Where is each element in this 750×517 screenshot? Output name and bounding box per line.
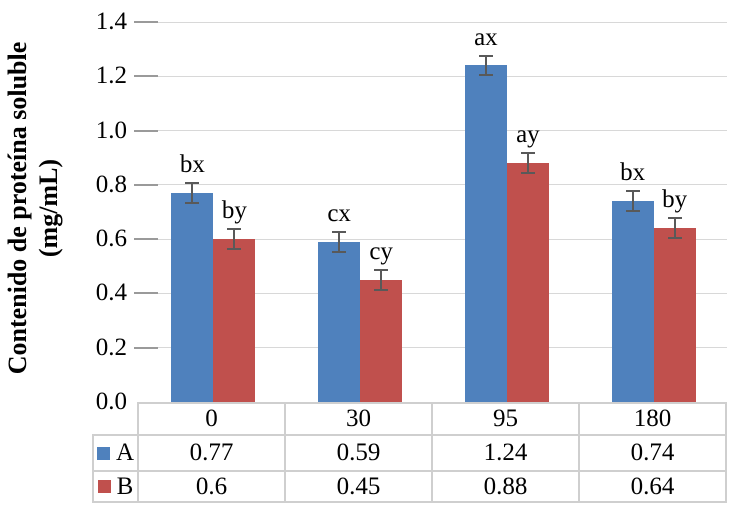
table-category-header: 95 bbox=[433, 402, 580, 436]
gridline bbox=[140, 347, 727, 349]
error-bar-line bbox=[191, 182, 194, 204]
gridline bbox=[140, 292, 727, 294]
table-category-header: 30 bbox=[286, 402, 433, 436]
error-bar bbox=[374, 269, 389, 291]
error-bar-bottom-cap bbox=[520, 171, 535, 174]
error-bar bbox=[185, 182, 200, 204]
error-bar-bottom-cap bbox=[625, 209, 640, 212]
table-category-header: 180 bbox=[580, 402, 727, 436]
table-value-A-95: 1.24 bbox=[433, 436, 580, 472]
bar-B-180 bbox=[653, 228, 696, 402]
y-tick-label: 0.6 bbox=[95, 225, 127, 253]
y-tick-label: 1.4 bbox=[95, 8, 127, 35]
error-bar-line bbox=[233, 228, 236, 250]
bar-B-0 bbox=[213, 239, 256, 402]
legend-label-B: B bbox=[116, 472, 134, 500]
error-bar bbox=[625, 190, 640, 212]
error-bar-line bbox=[338, 231, 341, 253]
legend-swatch-A bbox=[96, 446, 110, 460]
bar-significance-label: by bbox=[662, 186, 688, 214]
y-tick-label: 0.0 bbox=[95, 388, 127, 415]
bar-significance-label: ax bbox=[474, 23, 498, 51]
gridline bbox=[140, 75, 727, 77]
table-value-A-0: 0.77 bbox=[139, 436, 286, 472]
error-bar-bottom-cap bbox=[478, 74, 493, 77]
y-tick-label: 0.8 bbox=[95, 170, 127, 198]
error-bar-bottom-cap bbox=[374, 288, 389, 291]
error-bar bbox=[227, 228, 242, 250]
plot-area: bx cx ax bx by cy ay by bbox=[134, 21, 727, 402]
y-axis-tick bbox=[134, 183, 158, 186]
bar-B-95 bbox=[506, 163, 549, 402]
y-axis-tick bbox=[134, 346, 158, 349]
error-bar-line bbox=[631, 190, 634, 212]
error-bar bbox=[332, 231, 347, 253]
bar-A-30 bbox=[318, 241, 361, 402]
y-tick-label: 1.0 bbox=[95, 116, 127, 144]
error-bar bbox=[478, 54, 493, 77]
legend-cell-A: A bbox=[92, 436, 139, 472]
gridline bbox=[140, 238, 727, 240]
y-axis-tick bbox=[134, 129, 158, 132]
bar-significance-label: bx bbox=[179, 151, 205, 179]
table-corner-cell bbox=[92, 402, 139, 436]
error-bar bbox=[520, 152, 535, 174]
legend-label-A: A bbox=[115, 439, 135, 466]
gridline bbox=[140, 184, 727, 186]
bar-A-95 bbox=[464, 65, 507, 402]
y-tick-label: 0.2 bbox=[95, 333, 127, 361]
table-value-B-180: 0.64 bbox=[580, 472, 727, 503]
table-value-B-30: 0.45 bbox=[286, 472, 433, 503]
legend-cell-B: B bbox=[92, 472, 139, 503]
error-bar-bottom-cap bbox=[332, 250, 347, 253]
y-tick-label: 1.2 bbox=[95, 62, 127, 90]
bar-significance-label: cy bbox=[369, 238, 393, 265]
bar-significance-label: by bbox=[221, 197, 247, 225]
y-axis-tick bbox=[134, 238, 158, 241]
y-tick-label: 0.4 bbox=[95, 279, 127, 307]
y-axis-tick bbox=[134, 21, 158, 23]
bar-significance-label: ay bbox=[516, 121, 540, 149]
table-category-header: 0 bbox=[139, 402, 286, 436]
error-bar-bottom-cap bbox=[227, 247, 242, 250]
gridline bbox=[140, 21, 727, 23]
error-bar-bottom-cap bbox=[185, 201, 200, 204]
y-axis-tick bbox=[134, 75, 158, 78]
bar-A-180 bbox=[611, 201, 654, 402]
legend-swatch-B bbox=[97, 480, 111, 493]
bar-significance-label: cx bbox=[327, 200, 351, 227]
error-bar-bottom-cap bbox=[667, 237, 682, 240]
y-axis-tick bbox=[134, 292, 158, 295]
table-value-B-95: 0.88 bbox=[433, 472, 580, 503]
error-bar-line bbox=[484, 54, 487, 77]
error-bar-line bbox=[380, 269, 383, 291]
error-bar-line bbox=[526, 152, 529, 174]
error-bar bbox=[667, 217, 682, 240]
bar-A-0 bbox=[171, 193, 214, 402]
error-bar-line bbox=[673, 217, 676, 240]
bar-B-30 bbox=[360, 279, 403, 402]
table-value-A-180: 0.74 bbox=[580, 436, 727, 472]
table-value-A-30: 0.59 bbox=[286, 436, 433, 472]
gridline bbox=[140, 130, 727, 132]
bar-significance-label: bx bbox=[620, 159, 646, 187]
data-table: 0 30 95 180 A 0.77 0.59 1.24 0.74 B 0.6 0.45 0.88 0.6… bbox=[92, 402, 727, 503]
table-value-B-0: 0.6 bbox=[139, 472, 286, 503]
